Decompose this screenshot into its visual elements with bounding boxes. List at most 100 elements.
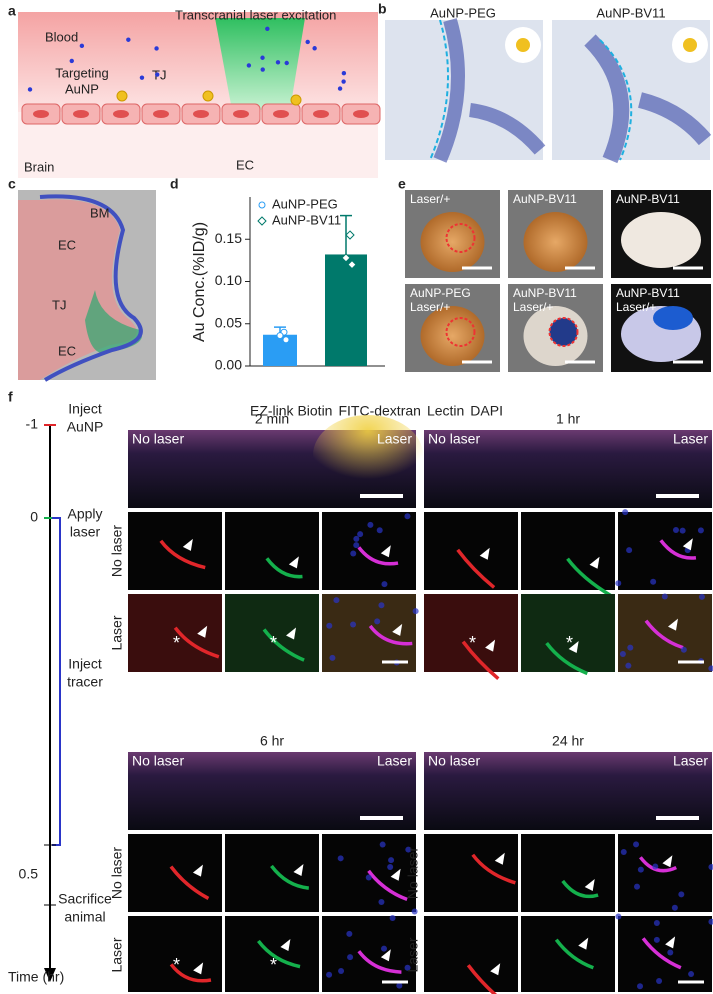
particle	[284, 60, 289, 66]
particle	[246, 63, 252, 68]
arrowhead	[584, 878, 595, 891]
nucleus	[637, 983, 644, 990]
nucleus	[333, 597, 340, 604]
section-label: No laser	[428, 753, 480, 769]
data-point	[282, 336, 290, 344]
aunp	[290, 94, 302, 106]
tile-label: Laser/+	[616, 300, 656, 314]
arrowhead	[286, 627, 297, 640]
asterisk: *	[270, 955, 277, 975]
event-label: Inject	[68, 401, 102, 417]
tile-label: Laser/+	[410, 192, 450, 206]
nucleus	[326, 622, 333, 629]
arrow-head	[44, 968, 56, 982]
nucleus	[388, 857, 395, 864]
laser-spot	[445, 317, 476, 347]
stain-label: FITC-dextran	[338, 403, 420, 419]
nucleus	[627, 644, 634, 651]
panel-c: c BM EC TJ EC	[8, 176, 156, 382]
bar	[325, 254, 367, 366]
nucleus	[653, 919, 660, 926]
legend-label: AuNP-PEG	[272, 196, 338, 211]
nucleus	[353, 535, 360, 542]
nucleus	[33, 110, 49, 118]
particle	[69, 58, 74, 64]
asterisk: *	[566, 633, 573, 653]
signal-glow	[313, 415, 423, 495]
event-label: Apply	[67, 506, 102, 522]
y-tick-label: 0.10	[215, 272, 242, 288]
nucleus	[193, 110, 209, 118]
vessel	[257, 939, 301, 969]
nucleus	[380, 945, 387, 952]
arrowhead	[380, 949, 391, 962]
axis-label: Time (hr)	[8, 969, 64, 985]
vessel	[644, 619, 684, 650]
event-label: AuNP	[67, 419, 104, 435]
micrograph	[618, 594, 712, 672]
row-label: No laser	[109, 525, 125, 577]
nucleus	[381, 581, 388, 588]
nucleus	[678, 891, 685, 898]
arrowhead	[293, 863, 304, 876]
label: Transcranial laser excitation	[175, 7, 336, 22]
micrograph	[618, 512, 712, 590]
tile-label: AuNP-BV11	[513, 286, 577, 300]
nucleus	[73, 110, 89, 118]
panel-label: f	[8, 389, 13, 405]
nucleus	[622, 509, 629, 516]
vessel	[265, 557, 303, 579]
panel-b: b AuNP-PEG AuNP-BV11	[378, 1, 712, 164]
particle	[275, 60, 281, 65]
arrowhead	[280, 938, 291, 951]
tile-label: Laser/+	[410, 300, 450, 314]
nucleus	[329, 654, 336, 661]
aunp	[202, 90, 214, 102]
asterisk: *	[469, 633, 476, 653]
nucleus	[671, 904, 678, 911]
particle	[139, 75, 145, 80]
data-point	[276, 332, 284, 340]
row-label: Laser	[109, 937, 125, 972]
nucleus	[365, 874, 372, 881]
micrograph	[424, 916, 518, 992]
brain	[420, 212, 485, 272]
nucleus	[633, 841, 640, 848]
data-point	[345, 230, 355, 240]
section-label: Laser	[377, 431, 412, 447]
label: AuNP-BV11	[596, 5, 665, 20]
panel-label: b	[378, 1, 387, 17]
particle	[154, 46, 159, 51]
nucleus	[412, 608, 419, 615]
nucleus	[113, 110, 129, 118]
nucleus	[273, 110, 289, 118]
arrowhead	[682, 538, 693, 551]
nucleus	[698, 593, 705, 600]
nucleus	[688, 971, 695, 978]
row-label: No laser	[405, 847, 421, 899]
vessel	[262, 628, 305, 662]
nucleus	[620, 848, 627, 855]
nucleus	[379, 841, 386, 848]
stain-label: DAPI	[470, 403, 503, 419]
particle	[312, 46, 317, 51]
nucleus	[378, 602, 385, 609]
micrograph	[225, 512, 319, 590]
nucleus	[697, 527, 704, 534]
vessel	[554, 938, 594, 970]
time-title: 2 min	[255, 411, 289, 427]
data-point	[347, 259, 357, 270]
arrowhead	[192, 864, 203, 877]
brain	[523, 212, 588, 272]
label: EC	[58, 237, 76, 252]
data-point	[341, 253, 351, 263]
nucleus	[405, 846, 412, 853]
nucleus	[626, 547, 633, 554]
legend-marker	[258, 201, 266, 209]
nucleus	[347, 954, 354, 961]
particle	[126, 37, 131, 42]
section-label: Laser	[673, 431, 708, 447]
nucleus	[615, 580, 622, 587]
label: Brain	[24, 159, 54, 174]
